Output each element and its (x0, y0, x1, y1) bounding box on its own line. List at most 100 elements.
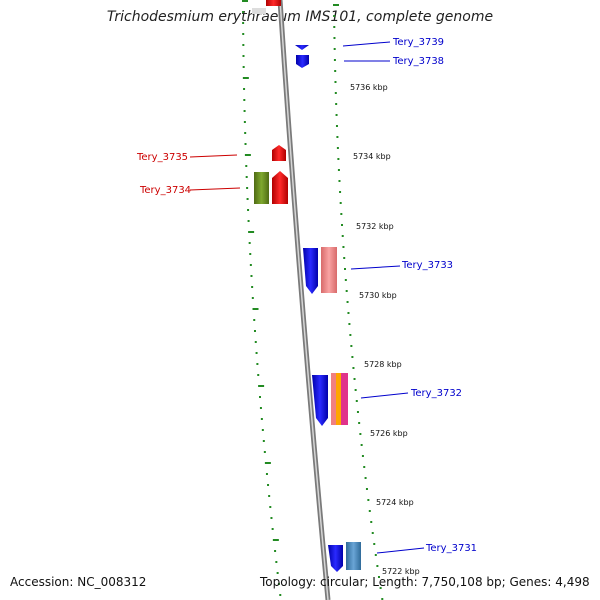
gene-tery-3738 (296, 55, 309, 68)
gc-dot (251, 297, 254, 299)
gc-dot (243, 110, 246, 112)
gc-dot (341, 224, 344, 226)
kbp-label: 5730 kbp (359, 291, 397, 300)
gc-dot (334, 92, 337, 94)
gc-dot (249, 253, 252, 255)
gc-skew-track-left (242, 0, 282, 596)
gc-dot (243, 99, 246, 101)
gc-dot (258, 385, 265, 387)
gc-dot (253, 330, 256, 332)
gc-dot (361, 455, 364, 457)
gc-dot (242, 0, 248, 2)
gc-dot (341, 235, 344, 237)
gc-dot (276, 572, 279, 574)
gc-dot (333, 26, 336, 28)
gc-dot (256, 363, 259, 365)
gc-dot (251, 286, 254, 288)
gene-tery-3733 (303, 247, 337, 294)
gc-dot (243, 121, 246, 123)
gc-dot (359, 433, 362, 435)
gc-dot (279, 594, 282, 596)
gc-dot (334, 70, 337, 72)
gene-top-partial (266, 0, 281, 6)
gc-dot (242, 33, 245, 35)
gc-dot (248, 242, 251, 244)
gc-dot (334, 81, 337, 83)
gc-dot (333, 59, 336, 61)
gc-dot (244, 132, 247, 134)
gc-dot (376, 565, 379, 567)
gc-dot (257, 374, 260, 376)
gc-dot (343, 257, 346, 259)
gene-label-tery-3733: Tery_3733 (401, 260, 453, 271)
gene-label-tery-3739: Tery_3739 (392, 37, 444, 48)
accession-text: Accession: NC_008312 (10, 575, 147, 589)
gc-dot (355, 400, 358, 402)
gc-dot (335, 114, 338, 116)
gc-dot (337, 169, 340, 171)
gc-dot (268, 495, 271, 497)
gc-dot (260, 418, 263, 420)
gc-dot (245, 176, 248, 178)
gc-dot (346, 301, 349, 303)
topology-text: Topology: circular; Length: 7,750,108 bp… (260, 575, 590, 589)
gene-tery-3739 (295, 45, 309, 50)
gc-dot (248, 231, 255, 233)
gc-dot (333, 4, 339, 6)
gc-dot (347, 312, 350, 314)
gene-tery-3731 (328, 542, 361, 572)
gc-dot (348, 323, 351, 325)
gc-dot (242, 77, 249, 79)
gc-dot (349, 334, 352, 336)
gc-dot (249, 264, 252, 266)
gene-tery-3732 (312, 373, 348, 426)
gc-dot (277, 583, 280, 585)
gc-dot (336, 147, 339, 149)
gc-dot (259, 396, 262, 398)
gc-dot (351, 356, 354, 358)
gc-dot (353, 378, 356, 380)
gene-label-tery-3734: Tery_3734 (139, 185, 191, 196)
gc-skew-track-right (333, 4, 384, 600)
kbp-label: 5724 kbp (376, 498, 414, 507)
gc-dot (247, 220, 250, 222)
gc-dot (244, 143, 247, 145)
kbp-label: 5726 kbp (370, 429, 408, 438)
gc-dot (253, 319, 256, 321)
gc-dot (335, 125, 338, 127)
gc-dot (360, 444, 363, 446)
gc-dot (377, 576, 380, 578)
gc-dot (274, 550, 277, 552)
gc-dot (333, 48, 336, 50)
gc-dot (367, 499, 370, 501)
gc-dot (259, 407, 262, 409)
gene-label-tery-3732: Tery_3732 (410, 388, 462, 399)
kbp-label: 5722 kbp (382, 567, 420, 576)
gc-dot (270, 517, 273, 519)
gc-dot (247, 209, 250, 211)
map-title: Trichodesmium erythraeum IMS101, complet… (106, 9, 494, 25)
gene-tery-3734 (254, 171, 288, 204)
genome-backbone (277, 0, 331, 600)
gc-dot (243, 88, 246, 90)
gc-dot (333, 15, 336, 17)
kbp-label: 5734 kbp (353, 152, 391, 161)
gc-dot (370, 521, 373, 523)
kbp-label: 5728 kbp (364, 360, 402, 369)
gc-dot (342, 246, 345, 248)
gc-dot (373, 543, 376, 545)
gene-label-tery-3731: Tery_3731 (425, 543, 477, 554)
gc-dot (263, 451, 266, 453)
gc-dot (242, 66, 245, 68)
gc-dot (345, 290, 348, 292)
gc-dot (350, 345, 353, 347)
gc-dot (262, 440, 265, 442)
gc-dot (246, 198, 249, 200)
gc-dot (252, 308, 259, 310)
gc-dot (344, 279, 347, 281)
gc-dot (269, 506, 272, 508)
gc-dot (244, 154, 251, 156)
gc-dot (364, 477, 367, 479)
gc-dot (245, 165, 248, 167)
